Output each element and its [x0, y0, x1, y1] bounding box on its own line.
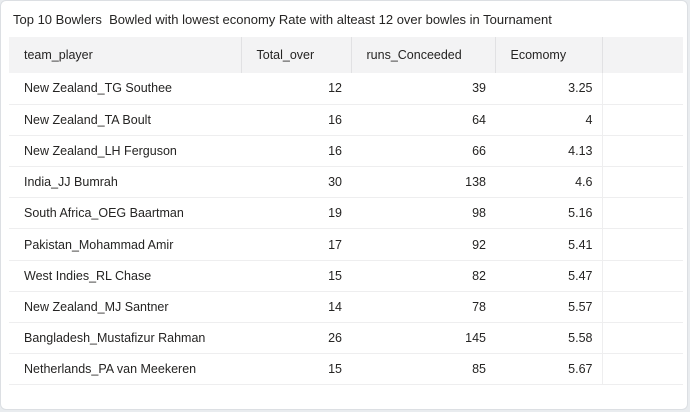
cell-economy: 5.47 [495, 260, 603, 292]
cell-team-player: New Zealand_LH Ferguson [9, 135, 241, 168]
cell-team-player: Bangladesh_Mustafizur Rahman [9, 322, 241, 355]
cell-economy: 5.57 [495, 291, 603, 324]
cell-team-player: India_JJ Bumrah [9, 166, 241, 199]
cell-spacer [602, 104, 683, 136]
cell-total-over: 19 [241, 197, 351, 230]
cell-total-over: 14 [241, 291, 351, 324]
cell-economy: 4.6 [495, 166, 603, 199]
cell-team-player: New Zealand_MJ Santner [9, 291, 241, 324]
cell-team-player: Netherlands_PA van Meekeren [9, 353, 241, 386]
cell-economy: 4.13 [495, 135, 603, 168]
cell-runs-conceeded: 92 [351, 228, 495, 261]
cell-team-player: Pakistan_Mohammad Amir [9, 228, 241, 261]
cell-spacer [602, 322, 683, 355]
cell-team-player: New Zealand_TA Boult [9, 104, 241, 136]
table-row: India_JJ Bumrah 30 138 4.6 [9, 166, 683, 199]
cell-runs-conceeded: 39 [351, 73, 495, 105]
cell-total-over: 26 [241, 322, 351, 355]
cell-team-player: New Zealand_TG Southee [9, 73, 241, 105]
table-row: New Zealand_TG Southee 12 39 3.25 [9, 73, 683, 105]
column-header-runs-conceeded[interactable]: runs_Conceeded [351, 37, 496, 73]
table-header-row: team_player Total_over runs_Conceeded Ec… [9, 37, 683, 73]
column-header-spacer [602, 37, 683, 73]
cell-total-over: 15 [241, 260, 351, 292]
cell-total-over: 12 [241, 73, 351, 105]
cell-spacer [602, 353, 683, 386]
visual-title: Top 10 Bowlers Bowled with lowest econom… [13, 12, 552, 27]
cell-spacer [602, 166, 683, 199]
cell-spacer [602, 73, 683, 105]
column-header-economy[interactable]: Ecomomy [495, 37, 603, 73]
cell-spacer [602, 197, 683, 230]
table-row: Bangladesh_Mustafizur Rahman 26 145 5.58 [9, 322, 683, 355]
cell-team-player: South Africa_OEG Baartman [9, 197, 241, 230]
column-header-team-player[interactable]: team_player [9, 37, 242, 73]
table-row: Pakistan_Mohammad Amir 17 92 5.41 [9, 228, 683, 261]
cell-economy: 3.25 [495, 73, 603, 105]
cell-runs-conceeded: 138 [351, 166, 495, 199]
cell-economy: 5.41 [495, 228, 603, 261]
cell-total-over: 15 [241, 353, 351, 386]
table-row: West Indies_RL Chase 15 82 5.47 [9, 260, 683, 292]
cell-runs-conceeded: 82 [351, 260, 495, 292]
cell-team-player: West Indies_RL Chase [9, 260, 241, 292]
cell-spacer [602, 228, 683, 261]
table-row: Netherlands_PA van Meekeren 15 85 5.67 [9, 353, 683, 386]
cell-spacer [602, 291, 683, 324]
cell-total-over: 16 [241, 104, 351, 136]
cell-runs-conceeded: 64 [351, 104, 495, 136]
cell-total-over: 30 [241, 166, 351, 199]
cell-runs-conceeded: 66 [351, 135, 495, 168]
cell-runs-conceeded: 145 [351, 322, 495, 355]
cell-total-over: 16 [241, 135, 351, 168]
cell-economy: 4 [495, 104, 603, 136]
cell-runs-conceeded: 98 [351, 197, 495, 230]
table-row: New Zealand_TA Boult 16 64 4 [9, 104, 683, 136]
table-body: New Zealand_TG Southee 12 39 3.25 New Ze… [9, 73, 683, 386]
table-row: New Zealand_MJ Santner 14 78 5.57 [9, 291, 683, 324]
cell-runs-conceeded: 85 [351, 353, 495, 386]
table-row: New Zealand_LH Ferguson 16 66 4.13 [9, 135, 683, 168]
bowlers-table: team_player Total_over runs_Conceeded Ec… [9, 37, 683, 386]
table-row: South Africa_OEG Baartman 19 98 5.16 [9, 197, 683, 230]
cell-total-over: 17 [241, 228, 351, 261]
cell-economy: 5.58 [495, 322, 603, 355]
cell-economy: 5.16 [495, 197, 603, 230]
cell-spacer [602, 135, 683, 168]
cell-economy: 5.67 [495, 353, 603, 386]
cell-spacer [602, 260, 683, 292]
cell-runs-conceeded: 78 [351, 291, 495, 324]
column-header-total-over[interactable]: Total_over [241, 37, 352, 73]
